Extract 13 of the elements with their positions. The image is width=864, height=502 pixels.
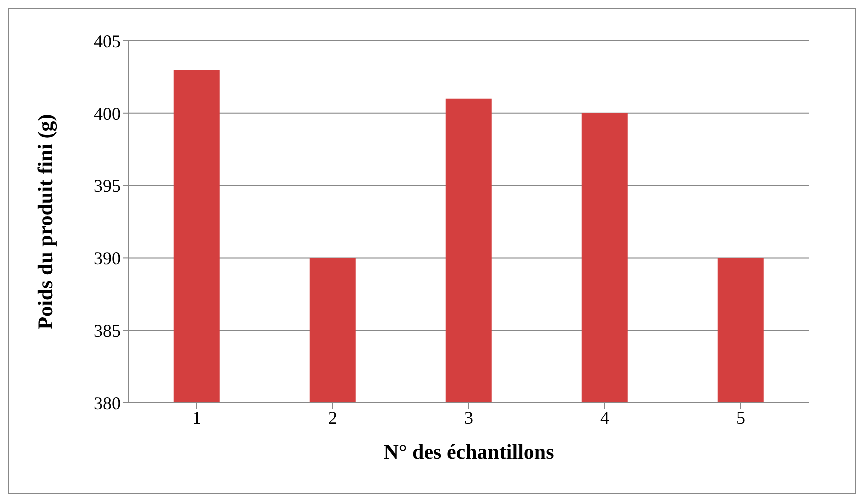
y-tick-label: 380 (94, 393, 121, 414)
x-tick-label: 3 (464, 408, 474, 428)
x-tick-label: 1 (192, 408, 202, 428)
y-tick-label: 385 (94, 320, 121, 341)
y-axis-title: Poids du produit fini (g) (33, 114, 58, 330)
y-tick-label: 405 (94, 31, 121, 52)
x-axis-title: N° des échantillons (384, 440, 554, 464)
y-tick-label: 390 (94, 248, 121, 269)
x-tick-label: 5 (736, 408, 746, 428)
x-tick-label: 2 (328, 408, 338, 428)
y-tick-label: 400 (94, 104, 121, 124)
x-tick-label: 4 (600, 408, 610, 428)
y-tick-label: 395 (94, 176, 121, 196)
